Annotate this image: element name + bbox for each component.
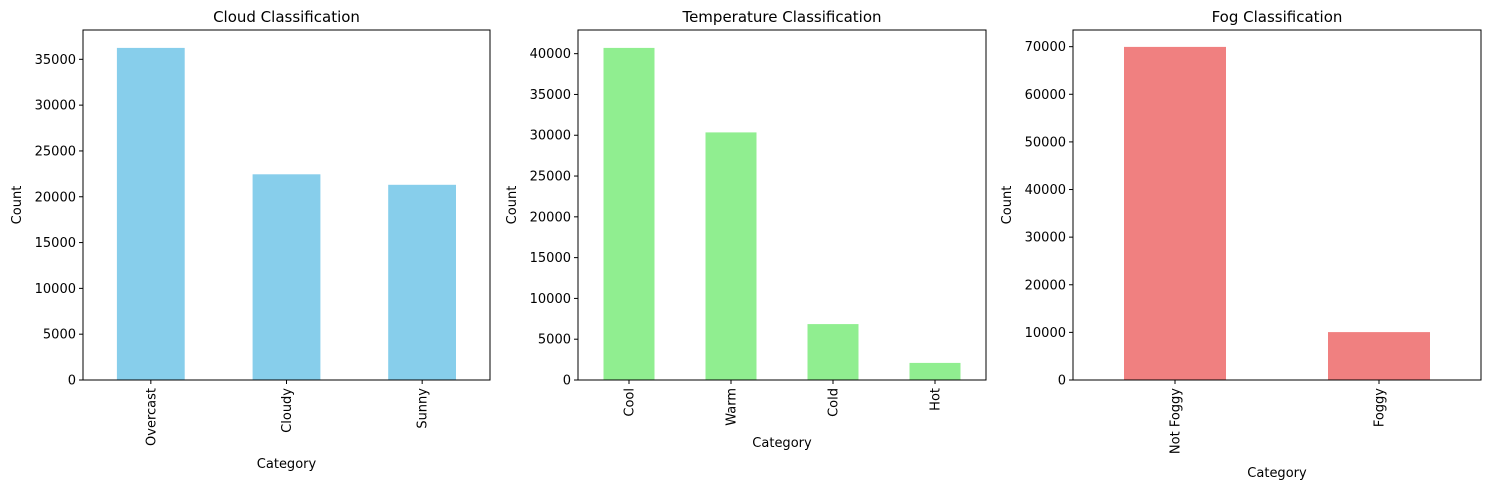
y-tick-label: 30000 bbox=[530, 129, 571, 144]
y-tick-label: 35000 bbox=[530, 88, 571, 103]
x-tick-label: Overcast bbox=[144, 388, 159, 446]
y-tick-label: 20000 bbox=[530, 210, 571, 225]
plot-frame bbox=[1072, 29, 1482, 381]
y-axis-label: Count bbox=[1000, 186, 1015, 225]
y-tick-label: 5000 bbox=[538, 333, 571, 348]
bar-sunny bbox=[388, 184, 456, 380]
bar-cloudy bbox=[252, 174, 321, 380]
x-axis-label: Category bbox=[1247, 466, 1307, 481]
y-tick-label: 10000 bbox=[1025, 326, 1066, 341]
y-tick-label: 35000 bbox=[35, 53, 76, 68]
y-tick-label: 20000 bbox=[35, 190, 76, 205]
bar-cool bbox=[603, 47, 655, 381]
bar-overcast bbox=[116, 47, 185, 381]
y-tick-label: 0 bbox=[563, 374, 571, 389]
bar-cold bbox=[807, 324, 859, 380]
y-tick-label: 15000 bbox=[530, 251, 571, 266]
y-axis-label: Count bbox=[505, 186, 520, 225]
y-tick-label: 60000 bbox=[1025, 88, 1066, 103]
y-tick-label: 30000 bbox=[35, 99, 76, 114]
x-tick-label: Cold bbox=[827, 388, 842, 417]
x-tick-label: Warm bbox=[725, 388, 740, 426]
y-tick-label: 0 bbox=[68, 374, 76, 389]
y-tick-label: 40000 bbox=[530, 47, 571, 62]
plot-frame bbox=[577, 29, 987, 381]
x-axis-label: Category bbox=[752, 436, 812, 451]
y-tick-label: 10000 bbox=[35, 282, 76, 297]
y-tick-label: 70000 bbox=[1025, 40, 1066, 55]
x-tick-label: Not Foggy bbox=[1169, 388, 1184, 454]
y-tick-label: 50000 bbox=[1025, 135, 1066, 150]
y-tick-label: 30000 bbox=[1025, 231, 1066, 246]
y-tick-label: 10000 bbox=[530, 292, 571, 307]
x-tick-label: Hot bbox=[929, 388, 944, 411]
x-tick-label: Cloudy bbox=[280, 388, 295, 433]
bar-foggy bbox=[1328, 332, 1430, 380]
x-axis-label: Category bbox=[257, 457, 317, 472]
bar-hot bbox=[909, 362, 961, 380]
bar-not-foggy bbox=[1124, 46, 1226, 381]
y-tick-label: 40000 bbox=[1025, 183, 1066, 198]
y-axis-label: Count bbox=[10, 186, 25, 225]
y-tick-label: 20000 bbox=[1025, 278, 1066, 293]
chart-title: Cloud Classification bbox=[213, 8, 360, 26]
x-tick-label: Foggy bbox=[1373, 388, 1388, 427]
y-tick-label: 25000 bbox=[530, 170, 571, 185]
y-tick-label: 5000 bbox=[43, 328, 76, 343]
y-tick-label: 25000 bbox=[35, 144, 76, 159]
y-tick-label: 15000 bbox=[35, 236, 76, 251]
x-tick-label: Sunny bbox=[416, 388, 431, 429]
y-tick-label: 0 bbox=[1058, 374, 1066, 389]
chart-title: Temperature Classification bbox=[681, 8, 881, 26]
chart-title: Fog Classification bbox=[1212, 8, 1343, 26]
x-tick-label: Cool bbox=[623, 388, 638, 417]
bar-warm bbox=[705, 132, 757, 380]
